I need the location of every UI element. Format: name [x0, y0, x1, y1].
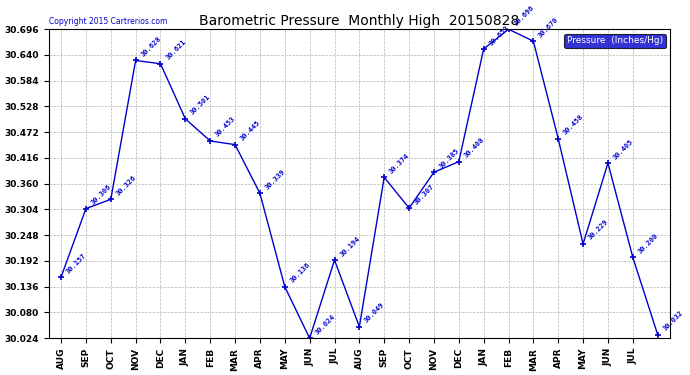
- Text: 30.696: 30.696: [513, 4, 535, 27]
- Text: 30.229: 30.229: [587, 219, 609, 241]
- Text: 30.408: 30.408: [463, 136, 485, 159]
- Text: 30.458: 30.458: [562, 114, 584, 136]
- Title: Barometric Pressure  Monthly High  20150828: Barometric Pressure Monthly High 2015082…: [199, 14, 520, 28]
- Text: 30.157: 30.157: [66, 252, 88, 274]
- Text: 30.326: 30.326: [115, 174, 137, 196]
- Text: 30.374: 30.374: [388, 152, 411, 174]
- Text: 30.453: 30.453: [215, 116, 237, 138]
- Text: 30.032: 30.032: [662, 309, 684, 332]
- Text: 30.670: 30.670: [538, 16, 560, 38]
- Text: 30.405: 30.405: [612, 138, 634, 160]
- Text: 30.024: 30.024: [314, 313, 336, 336]
- Text: 30.049: 30.049: [364, 302, 386, 324]
- Text: 30.501: 30.501: [190, 94, 212, 116]
- Text: 30.200: 30.200: [637, 232, 659, 255]
- Text: 30.194: 30.194: [339, 235, 361, 257]
- Text: 30.628: 30.628: [140, 35, 162, 58]
- Legend: Pressure  (Inches/Hg): Pressure (Inches/Hg): [564, 34, 666, 48]
- Text: 30.653: 30.653: [488, 24, 510, 46]
- Text: 30.445: 30.445: [239, 120, 262, 142]
- Text: 30.385: 30.385: [438, 147, 460, 170]
- Text: 30.306: 30.306: [90, 183, 112, 206]
- Text: 30.307: 30.307: [413, 183, 435, 206]
- Text: 30.339: 30.339: [264, 168, 286, 190]
- Text: 30.621: 30.621: [165, 39, 187, 61]
- Text: 30.136: 30.136: [289, 262, 311, 284]
- Text: Copyright 2015 Cartrerios.com: Copyright 2015 Cartrerios.com: [48, 17, 167, 26]
